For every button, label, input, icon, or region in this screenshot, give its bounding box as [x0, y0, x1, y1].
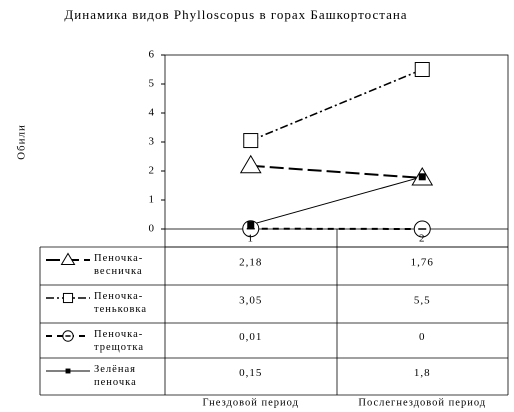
value-label: 3,05: [239, 295, 262, 307]
x-tick-label: 2: [419, 233, 426, 245]
plot-frame: [164, 54, 509, 230]
series-line: [250, 68, 423, 142]
value-label: 0,15: [239, 367, 262, 379]
legend-marker: [62, 292, 74, 304]
y-tick-label: 1: [149, 194, 156, 206]
y-tick-label: 4: [149, 107, 156, 119]
legend-marker: [60, 252, 76, 266]
marker: [247, 221, 255, 229]
y-tick-label: 5: [149, 78, 156, 90]
value-label: 1,76: [411, 257, 434, 269]
marker: [418, 173, 426, 181]
legend-label: Пеночка-трещотка: [94, 329, 145, 353]
value-label: 2,18: [239, 257, 262, 269]
value-label: 1,8: [414, 367, 431, 379]
marker: [414, 62, 430, 77]
legend-label: Пеночка-весничка: [94, 253, 144, 277]
y-tick-label: 2: [149, 165, 156, 177]
marker: [239, 154, 262, 174]
period-label: Послегнездовой период: [358, 397, 486, 408]
y-tick-label: 6: [149, 49, 156, 61]
chart-title: Динамика видов Phylloscopus в горах Башк…: [64, 7, 407, 22]
value-label: 5,5: [414, 295, 431, 307]
series-line: [250, 164, 423, 179]
marker: [243, 133, 259, 149]
data-table: [39, 229, 509, 396]
y-axis-label: Обили: [16, 124, 28, 160]
y-tick-label: 0: [149, 223, 156, 235]
legend-label: Пеночка-теньковка: [94, 291, 148, 315]
legend-label: Зелёная пеночка: [94, 364, 137, 388]
series-line: [250, 176, 423, 226]
x-tick-label: 1: [248, 233, 255, 245]
legend-marker: [65, 368, 71, 374]
y-tick-label: 3: [149, 136, 156, 148]
period-label: Гнездовой период: [203, 397, 299, 408]
value-label: 0,01: [239, 331, 262, 343]
value-label: 0: [419, 331, 426, 343]
